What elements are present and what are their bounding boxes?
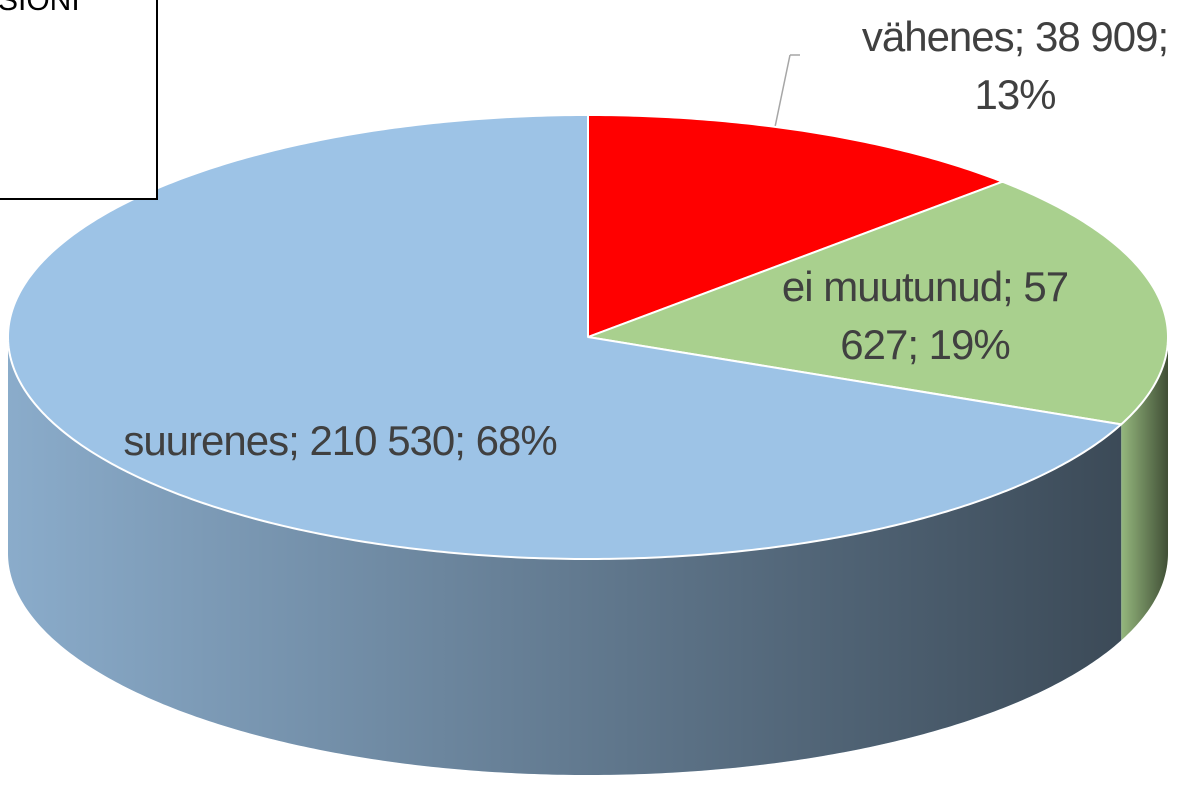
leader-line [774,54,791,128]
data-label: ei muutunud; 57 627; 19% [781,263,1069,368]
pie-slice [7,114,1123,560]
data-label: suurenes; 210 530; 68% [123,417,557,464]
pie-slice [587,180,1169,426]
title: SIONI [0,0,80,17]
title-box: SIONI [0,0,158,200]
pie-side-shade [1121,337,1168,641]
pie-side-shade [8,337,1122,775]
data-label: vähenes; 38 909; 13% [861,13,1169,118]
pie-slice [587,114,1004,338]
